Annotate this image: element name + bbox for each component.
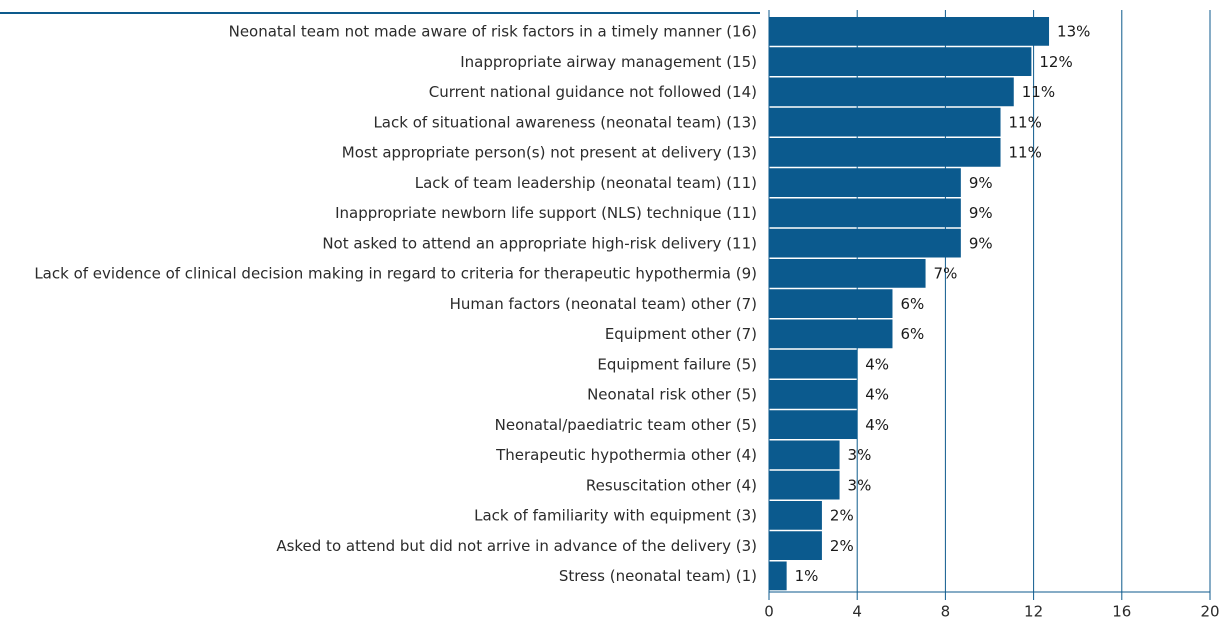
y-tick-label: Resuscitation other (4): [586, 476, 757, 494]
x-tick-label: 20: [1200, 603, 1219, 621]
y-tick-label: Lack of team leadership (neonatal team) …: [415, 174, 757, 192]
x-tick-label: 4: [852, 603, 862, 621]
value-label: 7%: [934, 265, 958, 283]
x-tick-label: 12: [1024, 603, 1043, 621]
value-label: 11%: [1009, 113, 1042, 131]
x-tick-label: 0: [764, 603, 774, 621]
bar: [769, 259, 926, 288]
bar: [769, 47, 1032, 76]
bar: [769, 501, 822, 530]
bar: [769, 198, 961, 228]
y-tick-label: Equipment failure (5): [597, 355, 757, 373]
value-label: 4%: [865, 386, 889, 404]
value-label: 9%: [969, 204, 993, 222]
bar: [769, 289, 893, 318]
bar: [769, 77, 1014, 107]
y-tick-label: Inappropriate airway management (15): [460, 53, 757, 71]
y-tick-label: Not asked to attend an appropriate high-…: [322, 234, 757, 252]
value-label: 3%: [848, 446, 872, 464]
value-label: 4%: [865, 355, 889, 373]
bar: [769, 228, 961, 258]
value-label: 6%: [900, 325, 924, 343]
bar: [769, 319, 893, 349]
value-label: 11%: [1022, 83, 1055, 101]
x-tick-label: 8: [941, 603, 951, 621]
value-label: 9%: [969, 234, 993, 252]
y-tick-label: Asked to attend but did not arrive in ad…: [276, 537, 757, 555]
bar: [769, 470, 840, 500]
value-label: 2%: [830, 537, 854, 555]
y-tick-label: Neonatal risk other (5): [587, 386, 757, 404]
bar: [769, 349, 858, 379]
y-tick-label: Equipment other (7): [605, 325, 757, 343]
value-label: 12%: [1039, 53, 1072, 71]
value-label: 3%: [848, 476, 872, 494]
y-tick-label: Therapeutic hypothermia other (4): [495, 446, 757, 464]
bar: [769, 440, 840, 470]
bar: [769, 107, 1001, 137]
y-tick-label: Lack of familiarity with equipment (3): [474, 507, 757, 525]
y-tick-label: Stress (neonatal team) (1): [559, 567, 757, 585]
y-tick-label: Neonatal team not made aware of risk fac…: [229, 23, 757, 41]
value-label: 13%: [1057, 23, 1090, 41]
bars: [769, 17, 1050, 591]
y-tick-label: Most appropriate person(s) not present a…: [342, 144, 757, 162]
bar: [769, 410, 858, 439]
value-label: 11%: [1009, 144, 1042, 162]
bar: [769, 531, 822, 560]
bar: [769, 138, 1001, 167]
y-tick-label: Lack of situational awareness (neonatal …: [373, 113, 757, 131]
value-label: 2%: [830, 507, 854, 525]
value-label: 1%: [795, 567, 819, 585]
value-label: 9%: [969, 174, 993, 192]
value-label: 6%: [900, 295, 924, 313]
y-tick-label: Current national guidance not followed (…: [429, 83, 757, 101]
y-tick-label: Inappropriate newborn life support (NLS)…: [335, 204, 757, 222]
bar: [769, 561, 787, 591]
y-tick-label: Human factors (neonatal team) other (7): [450, 295, 757, 313]
bar: [769, 17, 1050, 46]
y-tick-label: Neonatal/paediatric team other (5): [495, 416, 757, 434]
x-tick-label: 16: [1112, 603, 1131, 621]
bar: [769, 380, 858, 409]
bar: [769, 168, 961, 197]
y-tick-label: Lack of evidence of clinical decision ma…: [34, 265, 757, 283]
value-label: 4%: [865, 416, 889, 434]
